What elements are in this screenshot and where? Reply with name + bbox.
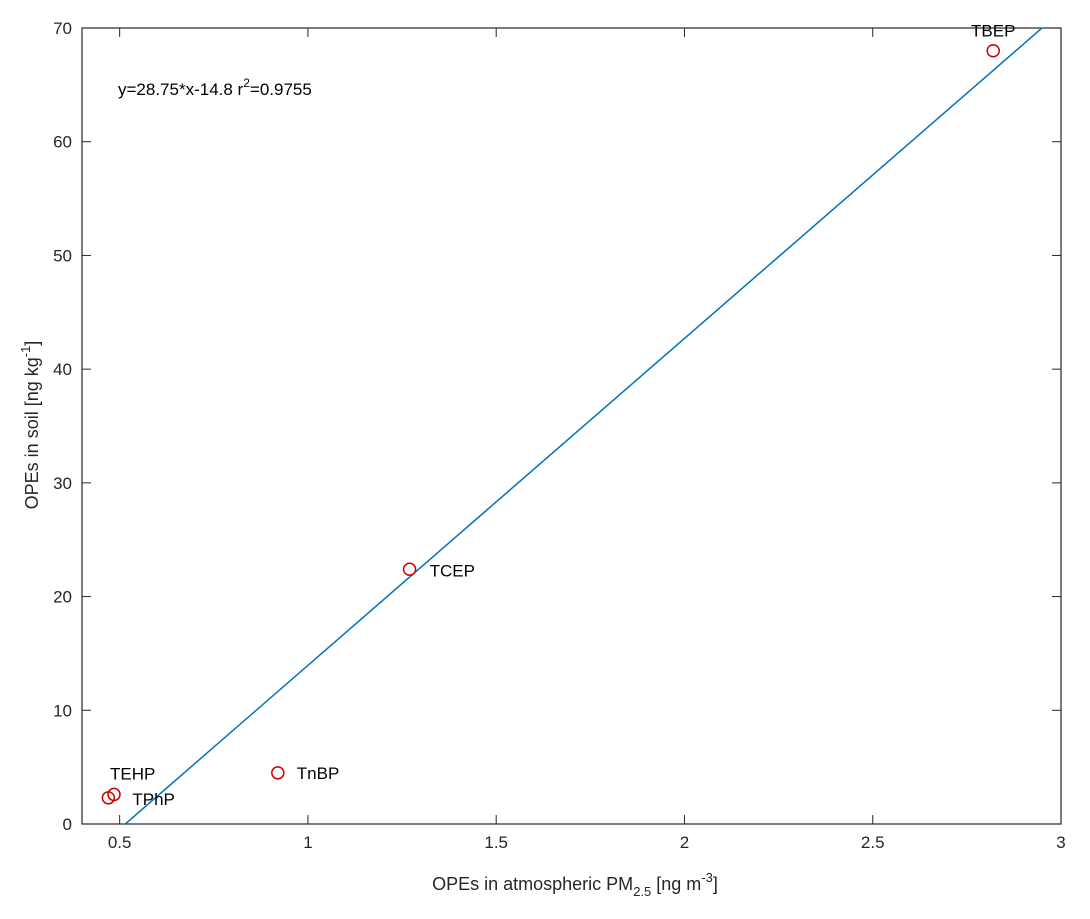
- y-tick-label: 30: [53, 474, 72, 493]
- point-label-tbep: TBEP: [971, 22, 1015, 41]
- points-layer: [101, 43, 1000, 805]
- plot-frame: [81, 27, 1062, 825]
- point-label-tphp: TPhP: [132, 790, 175, 809]
- y-tick-label: 50: [53, 246, 72, 265]
- data-point-tphp: [101, 791, 116, 805]
- point-label-tcep: TCEP: [430, 561, 475, 580]
- x-tick-label: 0.5: [108, 833, 132, 852]
- data-point-tbep: [986, 43, 1000, 58]
- y-axis-label: OPEs in soil [ng kg-1]: [18, 341, 42, 510]
- point-labels-layer: TBEP TCEP TnBP TEHP TPhP: [110, 22, 1015, 809]
- y-tick-label: 10: [53, 701, 72, 720]
- x-tick-label: 1: [303, 833, 312, 852]
- y-tick-label: 20: [53, 588, 72, 607]
- x-tick-label: 1.5: [484, 833, 508, 852]
- y-tick-label: 40: [53, 360, 72, 379]
- x-axis-label: OPEs in atmospheric PM2.5 [ng m-3]: [432, 870, 718, 899]
- x-tick-label: 3: [1056, 833, 1065, 852]
- x-tick-label: 2: [680, 833, 689, 852]
- y-tick-label: 60: [53, 133, 72, 152]
- y-tick-label: 0: [63, 815, 72, 834]
- point-label-tnbp: TnBP: [297, 764, 340, 783]
- regression-line: [124, 27, 1043, 825]
- y-tick-label: 70: [53, 19, 72, 38]
- data-point-tnbp: [271, 766, 285, 780]
- data-point-tcep: [402, 562, 417, 577]
- regression-equation: y=28.75*x-14.8 r2=0.9755: [118, 76, 312, 99]
- x-tick-label: 2.5: [861, 833, 885, 852]
- point-label-tehp: TEHP: [110, 764, 155, 783]
- fit-line-layer: [124, 27, 1043, 825]
